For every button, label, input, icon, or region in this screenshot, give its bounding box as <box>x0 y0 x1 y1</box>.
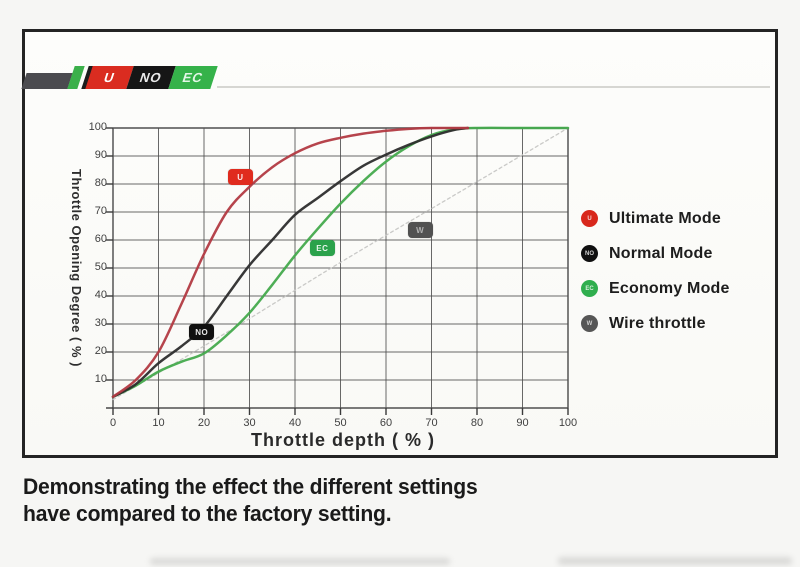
legend-item-normal: NO Normal Mode <box>581 236 730 271</box>
curve-badge-w: W <box>407 222 433 239</box>
ultimate-mode-dot: U <box>581 210 598 227</box>
plot-area: U NO EC W <box>106 126 570 415</box>
cropped-text-smudge <box>558 557 792 565</box>
chart-panel-photo: U NO EC Throttle Opening Degree ( % ) Th… <box>21 29 778 458</box>
legend-item-economy: EC Economy Mode <box>581 271 730 306</box>
x-tick-label: 0 <box>109 417 117 429</box>
y-tick-label: 10 <box>94 373 107 385</box>
y-tick-label: 90 <box>94 149 107 161</box>
y-tick-label: 80 <box>94 177 107 189</box>
x-tick-label: 10 <box>152 417 165 429</box>
legend-label-economy: Economy Mode <box>609 279 730 297</box>
logo-segment-label: NO <box>137 70 165 85</box>
dot-letter: EC <box>585 285 594 292</box>
chart-grid-and-curves <box>106 126 570 415</box>
y-axis-title: Throttle Opening Degree ( % ) <box>69 169 84 367</box>
logo-segment-economy: EC <box>168 66 218 89</box>
y-tick-label: 20 <box>94 345 107 357</box>
brand-logo: U NO EC <box>21 66 770 90</box>
x-tick-label: 50 <box>334 417 347 429</box>
caption-line-2: have compared to the factory setting. <box>23 501 392 526</box>
curve-badge-no: NO <box>189 324 215 341</box>
curve-badge-u: U <box>227 169 253 185</box>
dot-letter: W <box>586 320 593 327</box>
normal-mode-dot: NO <box>581 245 598 262</box>
x-tick-label: 90 <box>516 417 529 429</box>
legend-item-ultimate: U Ultimate Mode <box>581 201 730 236</box>
x-tick-label: 70 <box>425 417 438 429</box>
legend-label-normal: Normal Mode <box>609 244 713 262</box>
y-tick-label: 60 <box>94 233 107 245</box>
y-tick-label: 100 <box>88 121 107 133</box>
dot-letter: U <box>587 215 592 222</box>
cropped-text-smudge <box>150 558 450 565</box>
caption: Demonstrating the effect the different s… <box>23 473 478 527</box>
legend-item-wire-throttle: W Wire throttle <box>581 306 730 341</box>
x-tick-label: 100 <box>558 417 578 429</box>
x-tick-label: 20 <box>197 417 211 429</box>
x-tick-label: 80 <box>470 417 484 429</box>
legend-label-wire-throttle: Wire throttle <box>609 314 706 332</box>
logo-bar <box>21 73 73 89</box>
x-tick-label: 40 <box>288 417 302 429</box>
curve-badge-ec: EC <box>309 240 335 257</box>
y-tick-label: 30 <box>94 317 107 329</box>
x-tick-label: 60 <box>379 417 393 429</box>
logo-segment-label: U <box>101 70 118 85</box>
x-axis-title: Throttle depth ( % ) <box>251 430 435 450</box>
logo-segment-label: EC <box>180 70 206 85</box>
wire-throttle-dot: W <box>581 315 598 332</box>
caption-line-1: Demonstrating the effect the different s… <box>23 474 478 499</box>
legend-label-ultimate: Ultimate Mode <box>609 209 721 227</box>
y-tick-label: 70 <box>94 205 107 217</box>
dot-letter: NO <box>585 250 594 257</box>
logo-underline <box>217 86 770 88</box>
y-tick-label: 50 <box>94 261 107 273</box>
legend: U Ultimate Mode NO Normal Mode EC Econom… <box>581 201 730 341</box>
x-tick-label: 30 <box>243 417 256 429</box>
y-tick-label: 40 <box>94 289 107 301</box>
economy-mode-dot: EC <box>581 280 598 297</box>
